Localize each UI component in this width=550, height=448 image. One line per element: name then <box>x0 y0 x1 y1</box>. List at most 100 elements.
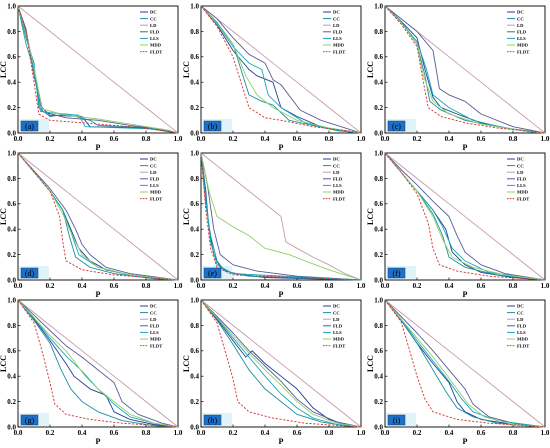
series-line-lls <box>200 5 362 134</box>
series-line-mdd <box>200 152 362 281</box>
y-tick-label: 0.0 <box>190 129 199 137</box>
x-tick-label: 0.6 <box>110 429 119 437</box>
x-tick-label: 0.8 <box>509 282 518 290</box>
legend-label-lls: LLS <box>333 330 342 335</box>
y-tick-label: 1.0 <box>190 2 199 10</box>
y-tick-label: 0.6 <box>7 200 16 208</box>
y-axis-label: LCC <box>0 208 8 225</box>
y-tick-label: 0.0 <box>7 129 16 137</box>
y-tick-label: 0.8 <box>190 322 199 330</box>
series-line-mdd <box>384 152 546 281</box>
legend-label-mdd: MDD <box>517 337 529 342</box>
plot-frame <box>17 152 179 281</box>
legend-label-mdd: MDD <box>333 43 345 48</box>
y-tick-label: 0.2 <box>190 398 199 406</box>
panel-label: (d) <box>25 269 35 278</box>
y-axis-label: LCC <box>366 208 375 225</box>
panel-label: (c) <box>392 122 401 131</box>
legend-label-cc: CC <box>333 310 340 315</box>
y-tick-label: 0.4 <box>7 373 16 381</box>
x-tick-label: 1.0 <box>541 282 550 290</box>
legend-label-fld: FLD <box>150 177 160 182</box>
legend-label-mdd: MDD <box>150 190 162 195</box>
legend-label-ld: LD <box>333 317 340 322</box>
y-tick-label: 0.0 <box>374 276 383 284</box>
y-tick-label: 0.8 <box>374 28 383 36</box>
y-tick-label: 0.6 <box>190 347 199 355</box>
panel-label: (e) <box>208 269 217 278</box>
chart-panel-b: 0.0 0.2 0.4 0.6 0.8 1.0 0.0 0.2 0.4 0.6 0.8 1.0 P LCC… <box>182 2 366 152</box>
y-tick-label: 0.6 <box>374 200 383 208</box>
legend-label-fld: FLD <box>517 324 527 329</box>
y-tick-label: 0.2 <box>190 251 199 259</box>
y-tick-label: 1.0 <box>190 149 199 157</box>
series-line-lls <box>17 299 179 428</box>
chart-panel-d: 0.0 0.2 0.4 0.6 0.8 1.0 0.0 0.2 0.4 0.6 0.8 1.0 P LCC… <box>0 149 183 299</box>
y-tick-label: 0.2 <box>7 398 16 406</box>
x-tick-label: 0.0 <box>14 429 23 437</box>
chart-panel-c: 0.0 0.2 0.4 0.6 0.8 1.0 0.0 0.2 0.4 0.6 0.8 1.0 P LCC… <box>366 2 550 152</box>
plot-frame <box>17 299 179 428</box>
series-line-lls <box>200 152 362 281</box>
y-tick-label: 1.0 <box>374 149 383 157</box>
y-tick-label: 0.4 <box>374 373 383 381</box>
x-tick-label: 0.8 <box>325 429 334 437</box>
x-tick-label: 0.2 <box>46 282 55 290</box>
x-axis-label: P <box>463 437 468 446</box>
x-tick-label: 1.0 <box>541 429 550 437</box>
series-line-fld <box>384 5 546 134</box>
panel-label: (f) <box>393 269 401 278</box>
legend-label-lls: LLS <box>333 36 342 41</box>
legend-label-fldt: FLDT <box>333 49 345 54</box>
series-line-ld <box>200 5 362 134</box>
y-tick-label: 0.4 <box>190 226 199 234</box>
y-tick-label: 0.2 <box>7 104 16 112</box>
y-tick-label: 0.2 <box>374 104 383 112</box>
legend-label-dc: DC <box>333 157 340 162</box>
x-tick-label: 0.0 <box>197 135 206 143</box>
x-axis-label: P <box>279 290 284 299</box>
y-tick-label: 0.6 <box>7 53 16 61</box>
x-axis-label: P <box>96 290 101 299</box>
x-tick-label: 0.6 <box>293 135 302 143</box>
legend-label-cc: CC <box>517 310 524 315</box>
panel-label-badge <box>387 267 406 279</box>
x-tick-label: 1.0 <box>357 429 366 437</box>
panel-label: (i) <box>393 416 401 425</box>
plot-frame <box>200 5 362 134</box>
x-tick-label: 0.6 <box>477 282 486 290</box>
series-line-fld <box>200 299 362 428</box>
series-line-lls <box>200 299 362 428</box>
chart-panel-f: 0.0 0.2 0.4 0.6 0.8 1.0 0.0 0.2 0.4 0.6 0.8 1.0 P LCC… <box>366 149 550 299</box>
x-tick-label: 0.4 <box>445 429 454 437</box>
y-tick-label: 0.8 <box>190 175 199 183</box>
x-axis-label: P <box>96 143 101 152</box>
series-line-mdd <box>200 299 362 428</box>
legend-label-fldt: FLDT <box>150 343 162 348</box>
panel-label-badge <box>387 414 406 426</box>
legend-label-ld: LD <box>150 317 157 322</box>
legend-label-lls: LLS <box>517 330 526 335</box>
series-line-ld <box>200 152 362 281</box>
series-line-fld <box>384 299 546 428</box>
panel-label-badge <box>20 267 39 279</box>
series-line-ld <box>384 299 546 428</box>
series-line-fld <box>384 152 546 281</box>
legend-label-fld: FLD <box>333 30 343 35</box>
x-tick-label: 0.0 <box>197 429 206 437</box>
legend-label-ld: LD <box>517 317 524 322</box>
legend-label-fldt: FLDT <box>150 196 162 201</box>
y-tick-label: 0.4 <box>190 79 199 87</box>
legend-label-fldt: FLDT <box>517 49 529 54</box>
panel-label: (g) <box>25 416 35 425</box>
y-tick-label: 0.0 <box>190 276 199 284</box>
legend-label-mdd: MDD <box>150 337 162 342</box>
legend-label-fld: FLD <box>517 30 527 35</box>
x-tick-label: 0.4 <box>261 429 270 437</box>
y-tick-label: 0.6 <box>374 347 383 355</box>
legend-label-cc: CC <box>517 163 524 168</box>
y-tick-label: 0.2 <box>374 251 383 259</box>
